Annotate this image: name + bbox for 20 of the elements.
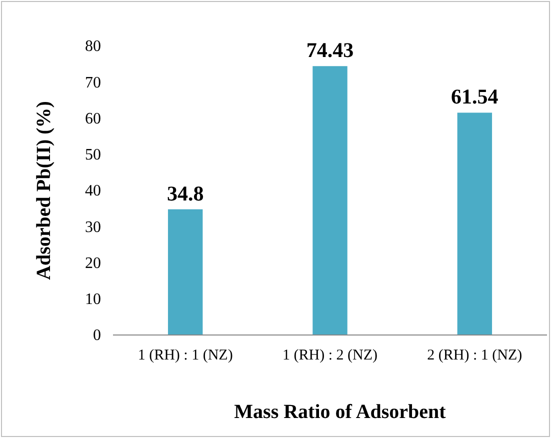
y-tick-label: 50 <box>85 146 101 164</box>
data-label: 74.43 <box>306 38 354 62</box>
y-axis-title: Adsorbed Pb(II) (%) <box>33 101 55 280</box>
y-tick-label: 60 <box>85 110 101 128</box>
x-tick-label: 1 (RH) : 1 (NZ) <box>138 348 233 364</box>
x-tick-label: 2 (RH) : 1 (NZ) <box>427 348 522 364</box>
y-tick-label: 80 <box>85 38 101 56</box>
y-tick-label: 0 <box>93 327 101 344</box>
data-label: 34.8 <box>166 181 204 206</box>
y-tick-label: 40 <box>85 182 101 200</box>
bar <box>312 66 348 335</box>
x-axis-title: Mass Ratio of Adsorbent <box>234 401 446 423</box>
y-tick-label: 20 <box>85 254 101 272</box>
y-tick-label: 10 <box>85 290 101 308</box>
bar <box>457 112 492 335</box>
bar <box>168 209 203 335</box>
x-tick-label: 1 (RH) : 2 (NZ) <box>282 348 378 364</box>
y-tick-label: 70 <box>85 74 101 92</box>
data-label: 61.54 <box>451 84 499 109</box>
y-tick-label: 30 <box>85 218 101 236</box>
